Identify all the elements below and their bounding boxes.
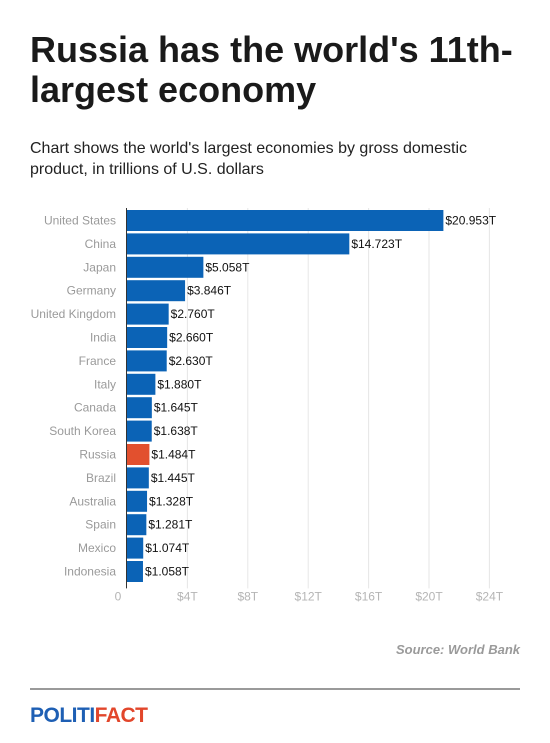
- value-label-china: $14.723T: [351, 237, 402, 251]
- bar-russia: [127, 444, 150, 465]
- value-label-brazil: $1.445T: [151, 471, 196, 485]
- bar-brazil: [127, 467, 149, 489]
- category-label-russia: Russia: [79, 448, 116, 462]
- chart-title: Russia has the world's 11th-largest econ…: [30, 29, 513, 110]
- value-label-australia: $1.328T: [149, 494, 194, 508]
- value-label-russia: $1.484T: [151, 448, 196, 462]
- value-label-italy: $1.880T: [157, 377, 202, 391]
- value-label-indonesia: $1.058T: [145, 565, 190, 579]
- bar-italy: [127, 373, 156, 395]
- value-label-germany: $3.846T: [187, 284, 232, 298]
- chart-subtitle: Chart shows the world's largest economie…: [30, 140, 468, 178]
- bar-germany: [127, 280, 186, 302]
- bar-mexico: [127, 537, 144, 559]
- x-tick-label-24: $24T: [476, 589, 504, 603]
- category-label-canada: Canada: [74, 401, 116, 415]
- value-label-japan: $5.058T: [205, 260, 250, 274]
- category-label-germany: Germany: [67, 284, 116, 298]
- category-label-indonesia: Indonesia: [64, 565, 116, 579]
- value-label-france: $2.630T: [169, 354, 214, 368]
- politifact-logo[interactable]: POLITIFACT: [30, 704, 148, 728]
- category-label-brazil: Brazil: [86, 471, 116, 485]
- bar-spain: [127, 514, 147, 536]
- category-label-italy: Italy: [94, 377, 116, 391]
- category-label-japan: Japan: [83, 260, 116, 274]
- bar-japan: [127, 256, 204, 278]
- value-label-south-korea: $1.638T: [154, 424, 199, 438]
- category-label-mexico: Mexico: [78, 541, 116, 555]
- logo-part-politi: POLITI: [30, 704, 95, 727]
- bar-china: [127, 233, 350, 255]
- value-label-india: $2.660T: [169, 331, 214, 345]
- category-label-australia: Australia: [69, 494, 116, 508]
- value-label-canada: $1.645T: [154, 401, 199, 415]
- x-tick-label-20: $20T: [415, 589, 443, 603]
- category-label-china: China: [85, 237, 117, 251]
- footer-divider: [30, 688, 520, 690]
- category-label-spain: Spain: [85, 518, 116, 532]
- value-label-mexico: $1.074T: [145, 541, 190, 555]
- x-tick-label-4: $4T: [177, 589, 198, 603]
- category-label-france: France: [79, 354, 117, 368]
- source-note: Source: World Bank: [395, 642, 520, 657]
- x-tick-label-0: 0: [115, 589, 122, 603]
- bar-united-states: [127, 210, 444, 231]
- value-label-united-states: $20.953T: [445, 214, 496, 228]
- bar-india: [127, 327, 168, 348]
- bar-australia: [127, 490, 148, 512]
- category-label-united-states: United States: [44, 214, 116, 228]
- category-label-india: India: [90, 331, 116, 345]
- category-label-south-korea: South Korea: [49, 424, 116, 438]
- value-label-united-kingdom: $2.760T: [171, 307, 216, 321]
- bar-indonesia: [127, 561, 143, 582]
- category-label-united-kingdom: United Kingdom: [31, 307, 116, 321]
- logo-part-fact: FACT: [94, 704, 148, 727]
- x-tick-label-12: $12T: [295, 589, 323, 603]
- bar-canada: [127, 397, 152, 419]
- value-label-spain: $1.281T: [148, 518, 193, 532]
- bar-chart: United States $20.953T China $14.723T Japan $…: [31, 208, 504, 603]
- bar-south-korea: [127, 420, 152, 442]
- x-tick-label-16: $16T: [355, 589, 383, 603]
- bar-united-kingdom: [127, 303, 169, 325]
- bar-france: [127, 350, 167, 372]
- x-tick-label-8: $8T: [237, 589, 258, 603]
